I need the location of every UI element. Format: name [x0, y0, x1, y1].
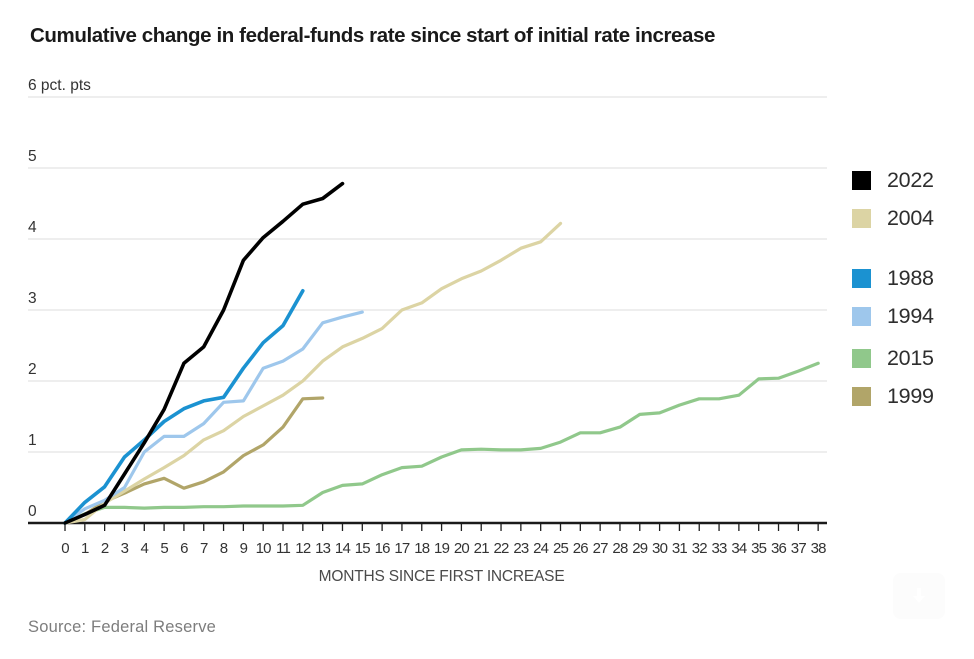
legend-swatch-1994 [852, 307, 871, 326]
x-tick-label: 17 [394, 540, 410, 557]
legend-swatch-2004 [852, 209, 871, 228]
x-tick-label: 29 [632, 540, 648, 557]
x-tick-label: 15 [355, 540, 371, 557]
legend-swatch-2022 [852, 171, 871, 190]
legend-swatch-1988 [852, 269, 871, 288]
x-tick-label: 34 [731, 540, 747, 557]
y-tick-label: 2 [28, 361, 37, 378]
series-line-2022 [63, 181, 345, 525]
chart-title: Cumulative change in federal-funds rate … [30, 24, 716, 47]
legend-label: 2015 [887, 346, 934, 370]
source-note: Source: Federal Reserve [28, 618, 217, 636]
x-tick-label: 5 [160, 540, 168, 557]
legend-label: 2004 [887, 206, 934, 230]
legend-label: 1994 [887, 304, 934, 328]
x-tick-label: 7 [200, 540, 208, 557]
x-tick-label: 18 [414, 540, 430, 557]
series-line-2015 [63, 361, 820, 525]
series-line-2004 [63, 221, 563, 525]
legend-item-1999: 1999 [852, 384, 934, 408]
x-tick-label: 37 [791, 540, 807, 557]
x-tick-label: 0 [61, 540, 69, 557]
legend-item-1994: 1994 [852, 304, 934, 328]
legend-item-1988: 1988 [852, 266, 934, 290]
x-tick-label: 33 [712, 540, 728, 557]
x-tick-label: 31 [672, 540, 688, 557]
x-tick-label: 26 [573, 540, 589, 557]
legend-item-2022: 2022 [852, 168, 934, 192]
y-tick-label: 0 [28, 503, 37, 520]
x-tick-label: 16 [375, 540, 391, 557]
x-tick-label: 20 [454, 540, 470, 557]
x-tick-label: 21 [474, 540, 490, 557]
y-tick-label: 5 [28, 148, 37, 165]
x-tick-label: 14 [335, 540, 351, 557]
y-tick-label: 6 pct. pts [28, 77, 91, 94]
legend: 2022 2004 1988 1994 2015 1999 [852, 168, 934, 425]
legend-item-2015: 2015 [852, 346, 934, 370]
legend-swatch-2015 [852, 349, 871, 368]
x-tick-label: 28 [612, 540, 628, 557]
x-tick-label: 36 [771, 540, 787, 557]
x-tick-label: 11 [276, 540, 290, 557]
x-tick-label: 13 [315, 540, 331, 557]
y-tick-label: 4 [28, 219, 37, 236]
x-tick-label: 2 [101, 540, 109, 557]
x-tick-label: 35 [751, 540, 767, 557]
x-tick-label: 12 [295, 540, 311, 557]
x-tick-label: 8 [220, 540, 228, 557]
x-tick-label: 4 [141, 540, 149, 557]
x-tick-label: 9 [240, 540, 248, 557]
x-tick-label: 25 [553, 540, 569, 557]
x-tick-label: 32 [692, 540, 708, 557]
x-tick-label: 23 [513, 540, 529, 557]
legend-label: 1988 [887, 266, 934, 290]
series-line-1994 [63, 310, 364, 525]
x-tick-label: 1 [81, 540, 89, 557]
x-axis-title: MONTHS SINCE FIRST INCREASE [319, 568, 565, 585]
down-arrow-icon [913, 588, 925, 603]
legend-label: 2022 [887, 168, 934, 192]
x-tick-label: 22 [493, 540, 509, 557]
y-tick-label: 3 [28, 290, 37, 307]
x-tick-label: 24 [533, 540, 549, 557]
series-line-1988 [63, 288, 305, 525]
legend-item-2004: 2004 [852, 206, 934, 230]
x-tick-label: 30 [652, 540, 668, 557]
x-tick-label: 38 [811, 540, 827, 557]
y-tick-label: 1 [28, 432, 37, 449]
x-tick-label: 19 [434, 540, 450, 557]
legend-label: 1999 [887, 384, 934, 408]
x-tick-label: 10 [256, 540, 272, 557]
x-tick-label: 3 [121, 540, 129, 557]
x-tick-label: 27 [593, 540, 609, 557]
legend-swatch-1999 [852, 387, 871, 406]
x-tick-label: 6 [180, 540, 188, 557]
download-button[interactable] [893, 573, 945, 619]
